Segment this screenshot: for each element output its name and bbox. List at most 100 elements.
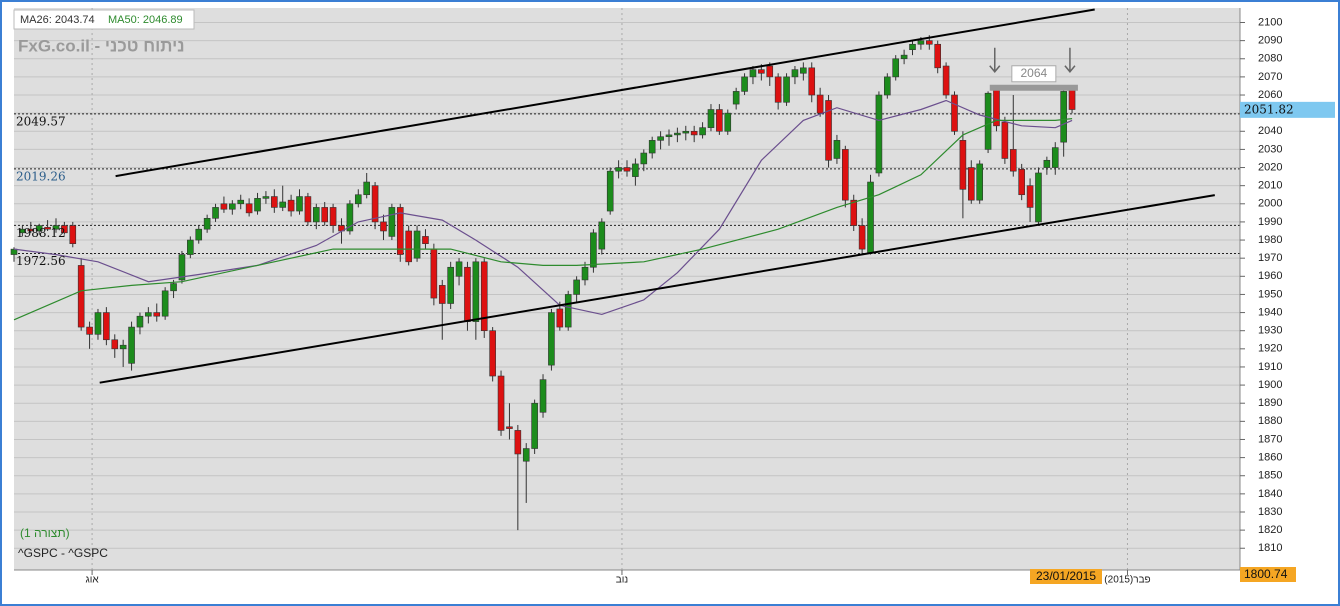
candle-body [741, 76, 748, 92]
candle-body [539, 379, 547, 413]
candle-body [699, 127, 706, 136]
candle-body [1043, 159, 1051, 168]
y-tick-label: 2060 [1258, 89, 1282, 101]
candle-body [271, 196, 278, 208]
candle-body [279, 201, 287, 208]
candle-body [321, 207, 328, 223]
level-label: 1988.12 [16, 226, 66, 240]
y-tick-label: 1960 [1258, 270, 1282, 282]
candle-body [984, 92, 992, 150]
candle-body [497, 375, 505, 431]
candle-body [363, 181, 370, 196]
y-tick-label: 1920 [1258, 343, 1282, 355]
candle-body [749, 69, 757, 78]
y-tick-label: 1880 [1258, 415, 1282, 427]
cursor-date-box [1030, 569, 1102, 584]
candle-body [967, 167, 975, 201]
candle-body [850, 199, 858, 226]
candle-body [77, 265, 85, 328]
candle-body [61, 225, 68, 234]
y-tick-label: 2090 [1258, 35, 1282, 47]
candle-body [800, 67, 807, 74]
candle-body [766, 65, 774, 78]
candle-body [489, 330, 496, 377]
candle-body [447, 266, 454, 304]
candle-body [716, 109, 723, 132]
candle-body [942, 65, 950, 96]
arrow [989, 47, 1001, 73]
candle-body [329, 207, 337, 226]
config-label: (תצורה 1) [20, 526, 70, 540]
last-price-box [1240, 101, 1335, 118]
x-tick-label: אוג [86, 575, 100, 586]
level-label: 2019.26 [16, 169, 66, 183]
candle-body [346, 203, 354, 232]
candle-body [111, 339, 119, 350]
candle-body [245, 203, 253, 214]
candle-body [27, 228, 35, 232]
x-tick-label: פבר(2015) [1104, 575, 1150, 586]
y-tick-label: 1980 [1258, 234, 1282, 246]
y-tick-label: 1900 [1258, 379, 1282, 391]
candle-body [674, 132, 681, 136]
candle-body [724, 112, 732, 132]
y-tick-label: 1890 [1258, 397, 1282, 409]
candle-body [1026, 185, 1034, 208]
candle-body [296, 196, 303, 212]
candle-body [438, 285, 446, 304]
candle-body [254, 198, 261, 212]
resistance-label: 2064 [1020, 66, 1047, 80]
candle-body [354, 194, 362, 205]
candle-body [119, 344, 127, 350]
cursor-value: 1800.74 [1244, 567, 1288, 581]
candle-body [145, 312, 152, 317]
y-tick-label: 1840 [1258, 488, 1282, 500]
candle-body [19, 228, 26, 234]
candle-body [128, 326, 135, 364]
y-tick-label: 1820 [1258, 524, 1282, 536]
candle-body [640, 152, 648, 165]
y-tick-label: 1850 [1258, 470, 1282, 482]
candle-body [783, 76, 790, 103]
candle-body [86, 326, 93, 335]
candle-body [934, 43, 941, 69]
candle-body [1068, 89, 1076, 110]
resistance-label-box [1011, 65, 1057, 83]
candle-body [531, 402, 538, 449]
trendline [99, 194, 1215, 384]
candle-body [52, 225, 60, 230]
candle-body [606, 170, 614, 212]
candle-body [287, 199, 295, 212]
candle-body [170, 283, 177, 292]
candle-body [1051, 147, 1059, 168]
y-tick-label: 2030 [1258, 143, 1282, 155]
candle-body [522, 448, 530, 462]
candle-body [229, 203, 236, 210]
level-label: 2049.57 [16, 114, 66, 128]
candle-body [875, 94, 883, 174]
candle-body [758, 69, 765, 74]
candle-body [926, 40, 933, 45]
candle-body [842, 149, 849, 201]
y-tick-label: 1940 [1258, 306, 1282, 318]
candle-body [220, 203, 228, 210]
candle-body [396, 207, 404, 255]
candle-body [35, 225, 43, 232]
candle-body [472, 261, 480, 322]
y-tick-label: 2040 [1258, 125, 1282, 137]
candle-body [867, 181, 874, 254]
candle-body [1018, 169, 1025, 196]
candle-body [422, 236, 429, 244]
y-tick-label: 2010 [1258, 180, 1282, 192]
candle-body [464, 266, 471, 322]
candle-body [665, 134, 673, 138]
candle-body [548, 312, 555, 366]
y-tick-label: 2080 [1258, 53, 1282, 65]
candle-body [195, 228, 203, 241]
legend-box [13, 9, 195, 30]
cursor-date: 23/01/2015 [1036, 569, 1096, 583]
candle-body [405, 230, 412, 263]
watermark: FxG.co.il - ניתוח טכני [18, 36, 185, 55]
candle-body [136, 315, 144, 328]
